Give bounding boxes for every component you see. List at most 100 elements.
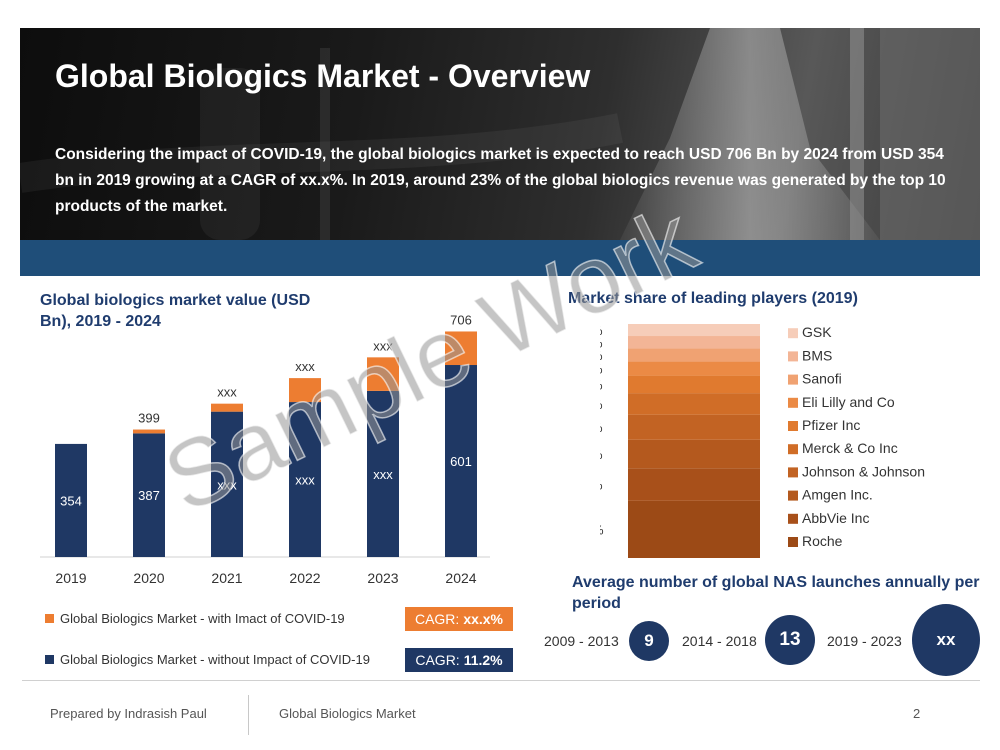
legend-label: Global Biologics Market - without Impact… (60, 652, 370, 667)
page-number: 2 (913, 706, 921, 721)
share-legend-label: Eli Lilly and Co (802, 394, 895, 410)
market-value-bar-chart: 354 2019 387 399 2020 xxx xxx 2021 xxx xxx 2022 xxx… (40, 312, 490, 586)
share-legend-label: BMS (802, 347, 832, 363)
bar-without-covid (289, 402, 321, 557)
cagr-value: xx.x% (463, 611, 504, 627)
share-segment (628, 324, 760, 337)
bar-value-label: 601 (450, 454, 472, 469)
share-segment (628, 361, 760, 376)
share-segment (628, 336, 760, 349)
bar-value-label: xxx (295, 473, 315, 488)
bar-without-covid (445, 365, 477, 557)
bar-covid-impact (367, 357, 399, 391)
share-value-label: xx.xx% (600, 323, 603, 338)
share-segment (628, 439, 760, 469)
share-legend-swatch (788, 397, 798, 408)
share-legend-swatch (788, 351, 798, 362)
share-value-label: xx.xx% (600, 348, 603, 363)
header-banner: Global Biologics Market - Overview Consi… (20, 28, 980, 240)
bar-value-label: xxx (217, 477, 237, 492)
share-segment (628, 393, 760, 415)
market-value-chart-title: Global biologics market value (USD Bn), … (40, 292, 311, 330)
x-tick-label: 2024 (445, 570, 476, 586)
x-tick-label: 2023 (367, 570, 398, 586)
nas-period-label: 2019 - 2023 (827, 633, 902, 649)
nas-period-label: 2014 - 2018 (682, 633, 757, 649)
share-legend-label: Amgen Inc. (802, 487, 873, 503)
share-value-label: 11.41% (600, 522, 604, 537)
share-legend-swatch (788, 513, 798, 524)
bar-without-covid (55, 443, 87, 557)
nas-count-circle: 9 (629, 621, 669, 661)
nas-count-circle: xx (912, 604, 980, 676)
share-segment (628, 348, 760, 362)
bar-value-label: xxx (373, 467, 393, 482)
bar-total-label: 399 (138, 411, 160, 426)
lab-glassware-image (20, 28, 980, 240)
bar-without-covid (211, 411, 243, 557)
share-segment (628, 500, 760, 558)
share-value-label: xx.xx% (600, 362, 603, 377)
bar-total-label: xxx (295, 359, 315, 374)
bar-total-label: 706 (450, 312, 472, 327)
footer-divider (22, 680, 980, 681)
nas-period-label: 2009 - 2013 (544, 633, 619, 649)
cagr-label: CAGR: (415, 652, 460, 668)
bar-total-label: xxx (217, 385, 237, 400)
share-legend-label: Roche (802, 533, 843, 549)
share-legend-swatch (788, 374, 798, 385)
share-legend-label: Pfizer Inc (802, 417, 860, 433)
bar-covid-impact (289, 378, 321, 403)
overview-description: Considering the impact of COVID-19, the … (55, 146, 946, 215)
share-value-label: xx.xx% (600, 335, 603, 350)
share-segment (628, 375, 760, 394)
footer-separator (248, 695, 249, 735)
share-legend-swatch (788, 537, 798, 547)
legend-swatch-orange (45, 614, 54, 623)
bar-covid-impact (445, 331, 477, 366)
legend-label: Global Biologics Market - with Imact of … (60, 611, 345, 626)
share-segment (628, 414, 760, 440)
cagr-badge-without-covid: CAGR: 11.2% (405, 648, 513, 672)
share-legend-swatch (788, 467, 798, 478)
footer-topic: Global Biologics Market (279, 706, 416, 721)
bar-covid-impact (211, 403, 243, 412)
bar-value-label: 387 (138, 488, 160, 503)
page-title: Global Biologics Market - Overview (55, 58, 591, 94)
share-segment (628, 468, 760, 501)
share-legend-label: Johnson & Johnson (802, 463, 925, 479)
bar-total-label: xxx (373, 338, 393, 353)
x-tick-label: 2022 (289, 570, 320, 586)
share-legend-swatch (788, 490, 798, 501)
legend-swatch-navy (45, 655, 54, 664)
cagr-label: CAGR: (414, 611, 460, 627)
header-accent-bar (20, 240, 980, 276)
share-value-label: xx.xx% (600, 377, 603, 392)
market-share-stacked-chart: 11.41%xx.xx%xx.xx%xx.xx%xx.xx%xx.xx%xx.x… (600, 323, 925, 558)
share-legend-label: Sanofi (802, 371, 842, 387)
share-value-label: xx.xx% (600, 447, 603, 462)
bar-value-label: 354 (60, 493, 82, 508)
nas-count-circle: 13 (765, 615, 815, 665)
nas-launches-title: Average number of global NAS launches an… (572, 574, 980, 612)
bar-without-covid (367, 390, 399, 557)
share-legend-label: GSK (802, 324, 832, 340)
x-tick-label: 2019 (55, 570, 86, 586)
share-value-label: xx.xx% (600, 397, 603, 412)
footer-author: Prepared by Indrasish Paul (50, 706, 207, 721)
share-value-label: xx.xx% (600, 478, 603, 493)
share-value-label: xx.xx% (600, 420, 603, 435)
x-tick-label: 2020 (133, 570, 164, 586)
bar-without-covid (133, 433, 165, 557)
cagr-value: 11.2% (463, 652, 503, 668)
legend-without-covid: Global Biologics Market - without Impact… (45, 652, 370, 667)
cagr-badge-with-covid: CAGR: xx.x% (405, 607, 513, 631)
market-share-chart-title: Market share of leading players (2019) (568, 290, 858, 307)
x-tick-label: 2021 (211, 570, 242, 586)
share-legend-swatch (788, 444, 798, 455)
legend-with-covid: Global Biologics Market - with Imact of … (45, 611, 345, 626)
share-legend-label: AbbVie Inc (802, 510, 869, 526)
share-legend-label: Merck & Co Inc (802, 440, 898, 456)
share-legend-swatch (788, 328, 798, 339)
share-legend-swatch (788, 421, 798, 431)
